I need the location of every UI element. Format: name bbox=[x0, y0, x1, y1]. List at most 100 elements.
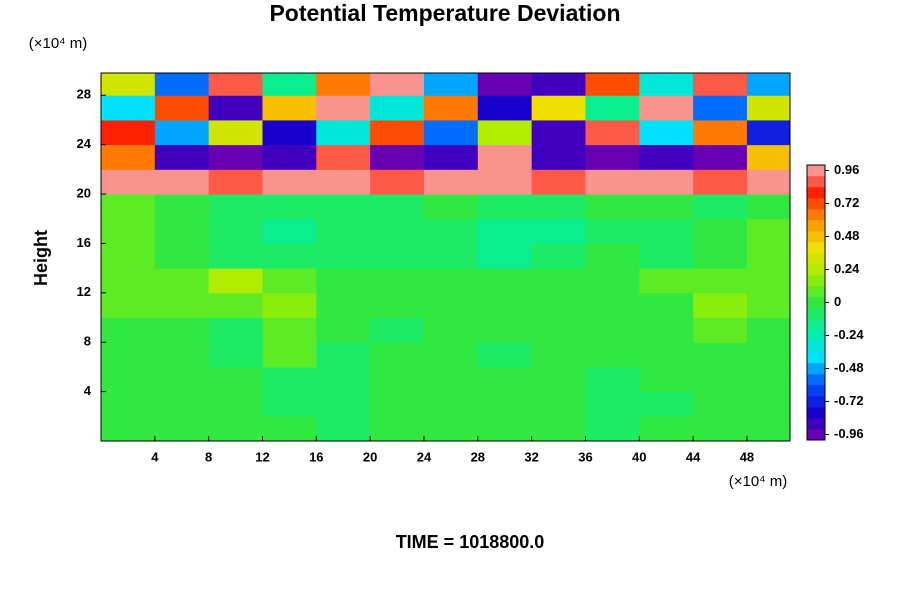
y-tick-label: 28 bbox=[77, 87, 91, 102]
colorbar-band bbox=[807, 352, 825, 364]
field-cell bbox=[370, 119, 425, 146]
field-cell bbox=[585, 268, 640, 294]
field-cell bbox=[746, 218, 790, 244]
field-cell bbox=[531, 243, 586, 269]
field-cell bbox=[316, 73, 371, 96]
field-cell bbox=[101, 366, 156, 393]
field-cell bbox=[477, 218, 533, 244]
field-cell bbox=[423, 268, 479, 294]
field-cell bbox=[262, 194, 317, 220]
y-axis-label: Height bbox=[31, 230, 51, 286]
field-cell bbox=[316, 268, 371, 294]
field-cell bbox=[585, 194, 640, 220]
field-cell bbox=[208, 243, 263, 269]
x-tick-label: 8 bbox=[205, 449, 212, 464]
field-cell bbox=[101, 391, 156, 417]
colorbar-tick-label: -0.48 bbox=[834, 360, 864, 375]
field-cell bbox=[262, 243, 317, 269]
field-cell bbox=[639, 292, 694, 319]
field-cell bbox=[746, 342, 790, 368]
field-cell bbox=[262, 268, 317, 294]
colorbar-tick-label: 0 bbox=[834, 294, 841, 309]
field-cell bbox=[101, 95, 156, 121]
field-cell bbox=[693, 342, 748, 368]
field-cell bbox=[370, 391, 425, 417]
field-cell bbox=[208, 342, 263, 368]
field-cell bbox=[208, 292, 263, 319]
x-tick-label: 16 bbox=[309, 449, 323, 464]
y-tick-label: 20 bbox=[77, 185, 91, 200]
field-cell bbox=[693, 366, 748, 393]
field-cell bbox=[370, 317, 425, 343]
field-cell bbox=[370, 268, 425, 294]
field-cell bbox=[639, 416, 694, 441]
x-unit: (×10⁴ m) bbox=[729, 473, 788, 490]
colorbar-band bbox=[807, 418, 825, 430]
field-cell bbox=[262, 169, 317, 195]
field-cell bbox=[693, 95, 748, 121]
field-cell bbox=[639, 268, 694, 294]
x-tick-label: 48 bbox=[740, 449, 754, 464]
x-tick-label: 40 bbox=[632, 449, 646, 464]
colorbar-band bbox=[807, 198, 825, 210]
field-cell bbox=[154, 194, 210, 220]
field-cell bbox=[208, 391, 263, 417]
field-cell bbox=[477, 95, 533, 121]
field-cell bbox=[262, 73, 317, 96]
field-cell bbox=[101, 194, 156, 220]
field-cell bbox=[531, 292, 586, 319]
field-cell bbox=[531, 218, 586, 244]
field-cell bbox=[693, 169, 748, 195]
field-cell bbox=[531, 169, 586, 195]
field-cell bbox=[154, 391, 210, 417]
field-cell bbox=[208, 416, 263, 441]
field-cell bbox=[101, 342, 156, 368]
field-cell bbox=[693, 144, 748, 170]
field-cell bbox=[585, 119, 640, 146]
field-cell bbox=[693, 317, 748, 343]
field-cell bbox=[316, 119, 371, 146]
field-cell bbox=[316, 317, 371, 343]
field-cell bbox=[154, 268, 210, 294]
field-cell bbox=[477, 119, 533, 146]
colorbar-band bbox=[807, 176, 825, 188]
colorbar-band bbox=[807, 330, 825, 342]
y-unit: (×10⁴ m) bbox=[29, 35, 88, 52]
field-cell bbox=[208, 317, 263, 343]
field-cell bbox=[262, 292, 317, 319]
field-cell bbox=[423, 243, 479, 269]
colorbar-tick-label: -0.96 bbox=[834, 426, 864, 441]
colorbar-band bbox=[807, 231, 825, 243]
field-cell bbox=[693, 416, 748, 441]
field-cell bbox=[746, 73, 790, 96]
colorbar-band bbox=[807, 187, 825, 199]
field-cell bbox=[746, 317, 790, 343]
field-cell bbox=[208, 268, 263, 294]
colorbar-tick-label: 0.96 bbox=[834, 162, 859, 177]
field-cell bbox=[154, 218, 210, 244]
x-tick-label: 28 bbox=[471, 449, 485, 464]
field-cell bbox=[208, 119, 263, 146]
x-tick-label: 36 bbox=[578, 449, 592, 464]
field-cell bbox=[531, 268, 586, 294]
colorbar-band bbox=[807, 253, 825, 265]
chart-title: Potential Temperature Deviation bbox=[269, 0, 620, 26]
field-cell bbox=[585, 366, 640, 393]
field-cell bbox=[585, 169, 640, 195]
x-tick-label: 20 bbox=[363, 449, 377, 464]
field-cell bbox=[370, 243, 425, 269]
field-cell bbox=[746, 416, 790, 441]
field-cell bbox=[423, 95, 479, 121]
field-cell bbox=[154, 119, 210, 146]
field-cell bbox=[370, 95, 425, 121]
field-cell bbox=[477, 268, 533, 294]
field-cell bbox=[477, 317, 533, 343]
field-cell bbox=[746, 144, 790, 170]
field-cell bbox=[423, 317, 479, 343]
field-cell bbox=[370, 342, 425, 368]
colorbar-band bbox=[807, 220, 825, 232]
colorbar-band bbox=[807, 429, 825, 441]
field-cell bbox=[477, 416, 533, 441]
field bbox=[101, 73, 790, 441]
field-cell bbox=[746, 169, 790, 195]
